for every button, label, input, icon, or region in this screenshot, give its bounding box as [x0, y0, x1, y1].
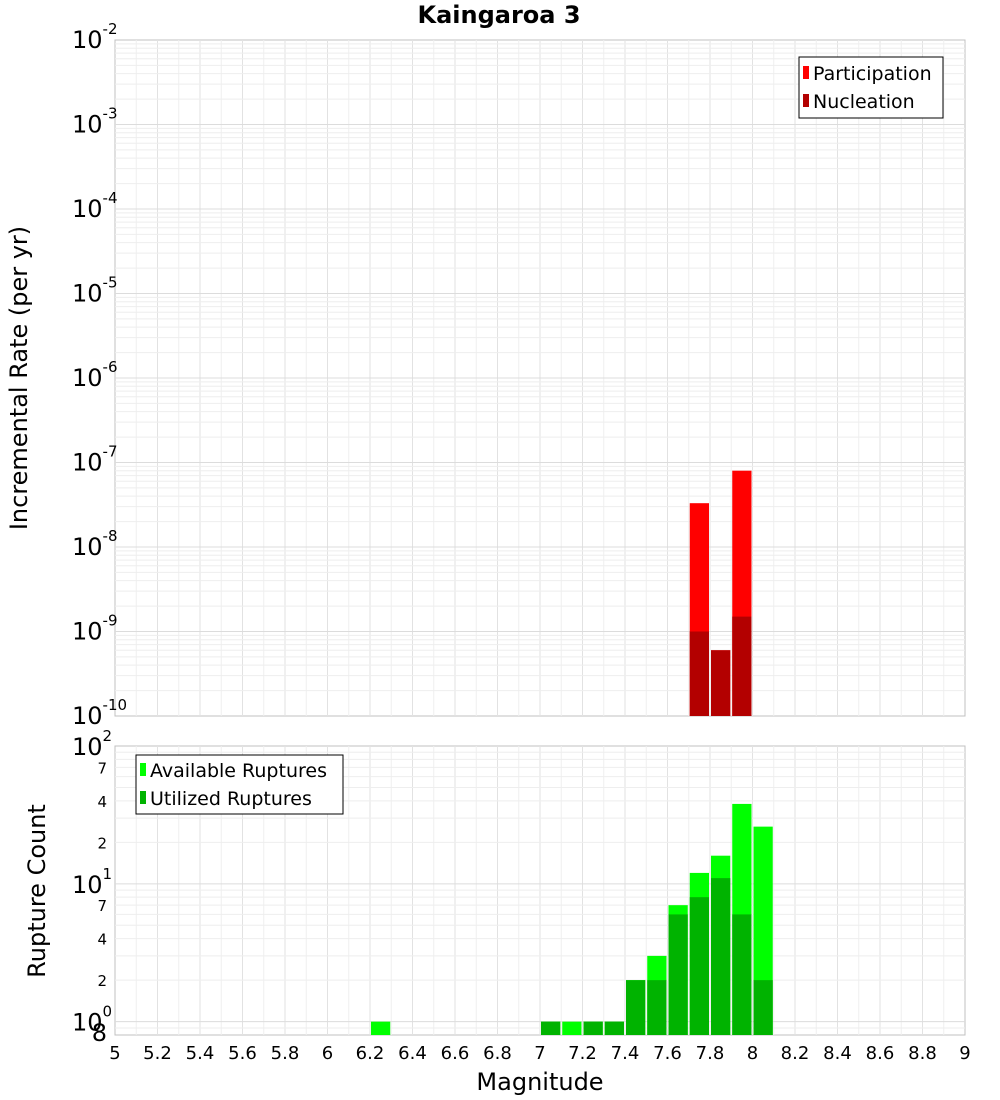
legend-participation: Participation — [813, 63, 932, 85]
y-minor-tick-label: 4 — [97, 931, 107, 949]
bottom-series-0-bar — [562, 1021, 582, 1035]
x-tick-label: 9 — [959, 1043, 970, 1064]
y-tick-label: 10-2 — [72, 20, 118, 54]
y-tick-label: 102 — [72, 727, 112, 761]
bottom-series-1-bar — [647, 980, 667, 1035]
bottom-series-1-bar — [689, 897, 709, 1035]
y-minor-tick-label: 7 — [97, 897, 107, 915]
top-legend: Participation Nucleation — [798, 56, 944, 119]
nucleation-swatch — [803, 94, 809, 107]
x-tick-label: 6.8 — [483, 1043, 512, 1064]
bottom-legend-box — [135, 754, 344, 815]
top-grid — [115, 40, 965, 716]
x-tick-label: 8 — [747, 1043, 758, 1064]
bottom-series-1-bar — [626, 980, 646, 1035]
x-tick-label: 8.6 — [866, 1043, 895, 1064]
bottom-series-1-bar — [541, 1021, 561, 1035]
chart-title: Kaingaroa 3 — [417, 1, 580, 29]
legend-nucleation: Nucleation — [813, 91, 915, 113]
bottom-series-1-bar — [583, 1021, 603, 1035]
x-tick-label: 5.4 — [186, 1043, 215, 1064]
y-tick-label: 10-4 — [72, 189, 118, 223]
utilized-ruptures-swatch — [140, 791, 146, 804]
x-tick-label: 5.2 — [143, 1043, 172, 1064]
x-tick-label: 5.8 — [271, 1043, 300, 1064]
y-tick-label: 10-7 — [72, 443, 118, 477]
x-tick-label: 5.6 — [228, 1043, 257, 1064]
x-tick-label: 7.8 — [696, 1043, 725, 1064]
available-ruptures-swatch — [140, 763, 146, 776]
y-minor-tick-label: 2 — [97, 972, 107, 990]
x-tick-label: 6.4 — [398, 1043, 427, 1064]
bottom-bars — [371, 803, 773, 1035]
x-tick-label: 8.4 — [823, 1043, 852, 1064]
bottom-y-tick-labels: 102 101 100 7 4 2 7 4 2 8 — [72, 727, 112, 1047]
top-series-1-bar — [689, 631, 709, 716]
y-minor-tick-label: 7 — [97, 759, 107, 777]
top-series-1-bar — [732, 616, 752, 716]
legend-utilized-ruptures: Utilized Ruptures — [150, 788, 312, 810]
top-legend-box — [798, 56, 944, 119]
top-series-1-bar — [711, 650, 731, 716]
x-tick-label: 7.2 — [568, 1043, 597, 1064]
y-tick-label: 101 — [72, 865, 112, 899]
bottom-series-1-bar — [604, 1021, 624, 1035]
x-tick-label: 6 — [322, 1043, 333, 1064]
bottom-series-1-bar — [732, 914, 752, 1035]
bottom-y-axis-title: Rupture Count — [23, 804, 51, 978]
bottom-series-1-bar — [668, 914, 688, 1035]
top-panel: 10-2 10-3 10-4 10-5 10-6 10-7 10-8 10-9 10-10 In… — [5, 20, 966, 730]
top-bars — [689, 470, 752, 716]
x-axis-title: Magnitude — [476, 1068, 603, 1096]
top-y-axis-title: Incremental Rate (per yr) — [5, 226, 33, 530]
y-tick-label: 10-8 — [72, 527, 118, 561]
x-tick-label: 7 — [534, 1043, 545, 1064]
bottom-series-0-bar — [371, 1021, 391, 1035]
y-tick-label: 10-6 — [72, 358, 118, 392]
x-tick-label: 8.8 — [908, 1043, 937, 1064]
y-minor-tick-label: 4 — [97, 793, 107, 811]
bottom-legend: Available Ruptures Utilized Ruptures — [135, 754, 344, 815]
x-tick-label: 6.6 — [441, 1043, 470, 1064]
x-tick-label: 6.2 — [356, 1043, 385, 1064]
bottom-series-1-bar — [711, 878, 731, 1035]
y-minor-tick-label: 8 — [92, 1019, 107, 1047]
bottom-series-1-bar — [753, 980, 773, 1035]
y-tick-label: 100 — [72, 1003, 112, 1037]
x-tick-labels: 5 5.2 5.4 5.6 5.8 6 6.2 6.4 6.6 6.8 7 7.2 7.4 7.6 7.8 8… — [109, 1043, 970, 1064]
participation-swatch — [803, 66, 809, 79]
legend-available-ruptures: Available Ruptures — [150, 760, 327, 782]
top-y-tick-labels: 10-2 10-3 10-4 10-5 10-6 10-7 10-8 10-9 10-10 — [72, 20, 127, 730]
y-minor-tick-label: 2 — [97, 834, 107, 852]
x-tick-label: 5 — [109, 1043, 120, 1064]
y-tick-label: 10-10 — [72, 696, 127, 730]
bottom-panel: 102 101 100 7 4 2 7 4 2 8 5 5.2 5.4 5.6 5.8 6 6.2 6.4 6.6… — [23, 727, 971, 1096]
y-tick-label: 10-5 — [72, 274, 118, 308]
x-tick-label: 8.2 — [781, 1043, 810, 1064]
x-tick-label: 7.4 — [611, 1043, 640, 1064]
y-tick-label: 10-3 — [72, 105, 118, 139]
x-tick-label: 7.6 — [653, 1043, 682, 1064]
y-tick-label: 10-9 — [72, 612, 118, 646]
